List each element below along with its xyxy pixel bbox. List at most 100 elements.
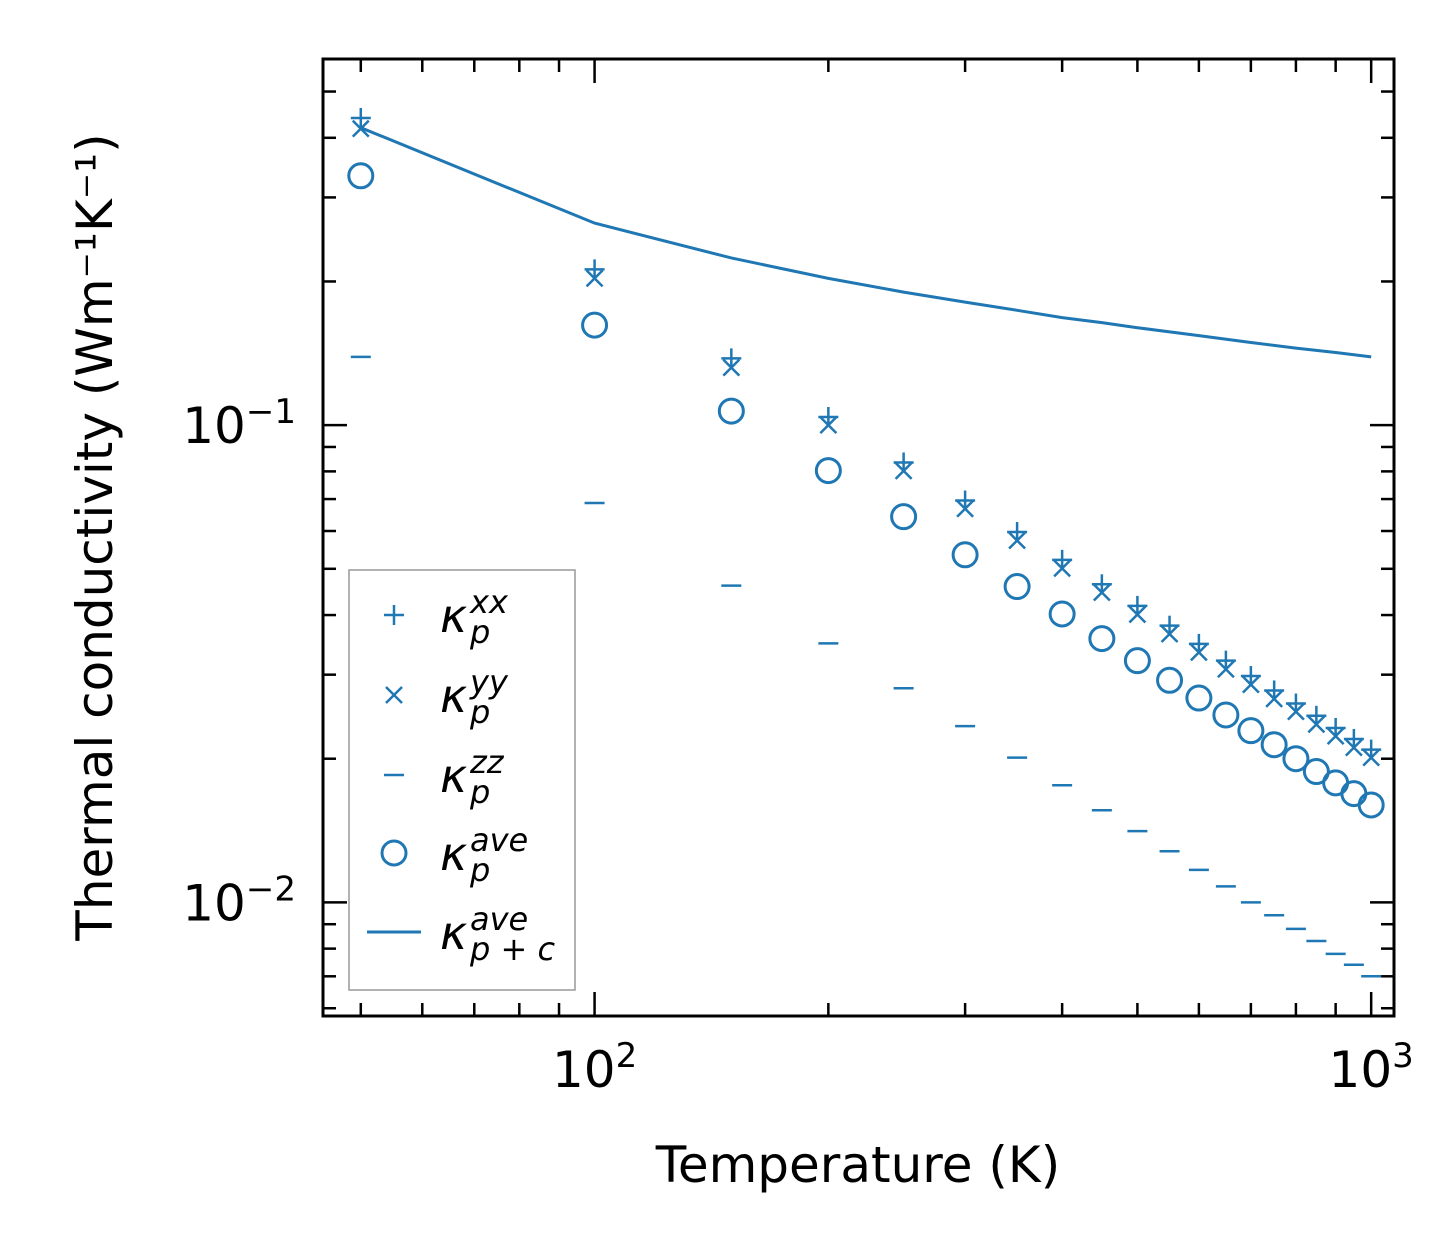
legend-label-sup: xx <box>469 583 509 621</box>
point-kave <box>717 397 745 425</box>
legend-label-base: κ <box>440 589 467 643</box>
point-kave <box>347 162 375 190</box>
legend-label-sub: p <box>469 693 490 731</box>
point-kxx <box>1215 650 1236 671</box>
point-kyy <box>722 358 741 377</box>
point-kave <box>1048 600 1076 628</box>
point-kxx <box>721 348 742 369</box>
point-kave <box>814 457 842 485</box>
point-kyy <box>1307 715 1326 734</box>
point-kyy <box>1265 689 1284 708</box>
point-kave <box>1237 717 1265 745</box>
legend-label-kyy: κ yyp <box>440 663 509 731</box>
point-kyy-b <box>894 461 913 480</box>
point-kave <box>1282 745 1310 773</box>
legend-label-kzz: κ zzp <box>440 743 505 811</box>
point-kyy <box>1092 583 1111 602</box>
point-kyy <box>1190 643 1208 662</box>
point-kave <box>581 311 609 339</box>
point-kyy <box>1217 660 1235 679</box>
point-kxx <box>1188 633 1209 654</box>
point-kxx <box>1306 705 1327 726</box>
point-kxx <box>1007 522 1028 543</box>
legend-label-sub: p <box>469 851 490 889</box>
legend-label-sup: zz <box>469 743 505 781</box>
legend-label-kxx: κ xxp <box>440 583 509 651</box>
point-kave <box>1156 666 1184 694</box>
point-kyy-b <box>1362 748 1381 767</box>
x-tick-label: 103 <box>1329 1036 1414 1099</box>
point-kyy-b <box>1307 715 1326 734</box>
ticks <box>323 59 1394 1016</box>
point-kave <box>1123 647 1151 675</box>
point-kxx <box>584 259 605 280</box>
legend-handle-kave <box>380 839 408 867</box>
point-kyy-b <box>1217 660 1235 679</box>
data-layer <box>347 108 1385 978</box>
point-kyy <box>1053 559 1072 578</box>
legend-label-sub: p <box>469 773 490 811</box>
point-kyy <box>1344 738 1363 757</box>
point-kyy <box>1326 727 1345 746</box>
point-kave <box>1088 625 1116 653</box>
point-kyy-b <box>1241 675 1260 694</box>
point-kave <box>951 541 979 569</box>
point-kave <box>1357 791 1385 819</box>
point-kyy-b <box>956 499 974 518</box>
point-kyy <box>1160 625 1179 643</box>
legend-label-base: κ <box>440 827 467 881</box>
point-kyy <box>819 416 838 435</box>
point-kyy <box>956 499 974 518</box>
point-kxx <box>1240 666 1261 687</box>
point-kave <box>1003 573 1031 601</box>
legend-label-sup: yy <box>469 663 509 701</box>
tick-labels: 102 103 10−2 10−1 <box>182 392 1414 1099</box>
legend-handle-kyy-b <box>385 686 403 704</box>
series-kpc-line <box>360 126 1372 359</box>
x-tick-label: 102 <box>552 1036 637 1099</box>
point-kyy <box>1128 605 1147 624</box>
point-kave <box>1212 701 1240 729</box>
point-kyy-b <box>1160 625 1179 643</box>
y-tick-label: 10−1 <box>182 392 296 455</box>
point-kyy-b <box>1265 689 1284 708</box>
legend-handle-kxx <box>384 605 404 625</box>
point-kyy-b <box>1008 531 1026 550</box>
point-kyy-b <box>1092 583 1111 602</box>
point-kyy-b <box>1287 702 1305 721</box>
y-tick-label: 10−2 <box>182 869 296 932</box>
point-kyy-b <box>1128 605 1147 624</box>
point-kxx <box>1052 549 1073 570</box>
x-axis-label: Temperature (K) <box>655 1136 1060 1194</box>
point-kyy-b <box>1344 738 1363 757</box>
point-kxx <box>1127 595 1148 616</box>
point-kave <box>890 503 918 531</box>
point-kyy <box>894 461 913 480</box>
legend-label-sub: p + c <box>469 930 555 968</box>
point-kyy-b <box>1326 727 1345 746</box>
legend-label-base: κ <box>440 906 467 960</box>
legend-box <box>348 569 576 991</box>
point-kyy-b <box>1190 643 1208 662</box>
legend-label-sup: ave <box>470 900 528 938</box>
point-kyy <box>1362 748 1381 767</box>
legend-label-sub: p <box>469 613 490 651</box>
legend-label-sup: ave <box>470 821 528 859</box>
point-kyy-b <box>819 416 838 435</box>
point-kxx <box>350 108 371 129</box>
legend-handle-kyy <box>385 686 403 704</box>
point-kave <box>1260 731 1288 759</box>
point-kyy <box>1287 702 1305 721</box>
point-kyy <box>1241 675 1260 694</box>
point-kyy-b <box>722 358 741 377</box>
point-kyy <box>585 269 604 288</box>
plot-frame <box>321 57 1396 1018</box>
legend-label-base: κ <box>440 749 467 803</box>
point-kyy <box>1008 531 1026 550</box>
y-axis-label: Thermal conductivity (Wm⁻¹K⁻¹) <box>66 133 124 941</box>
